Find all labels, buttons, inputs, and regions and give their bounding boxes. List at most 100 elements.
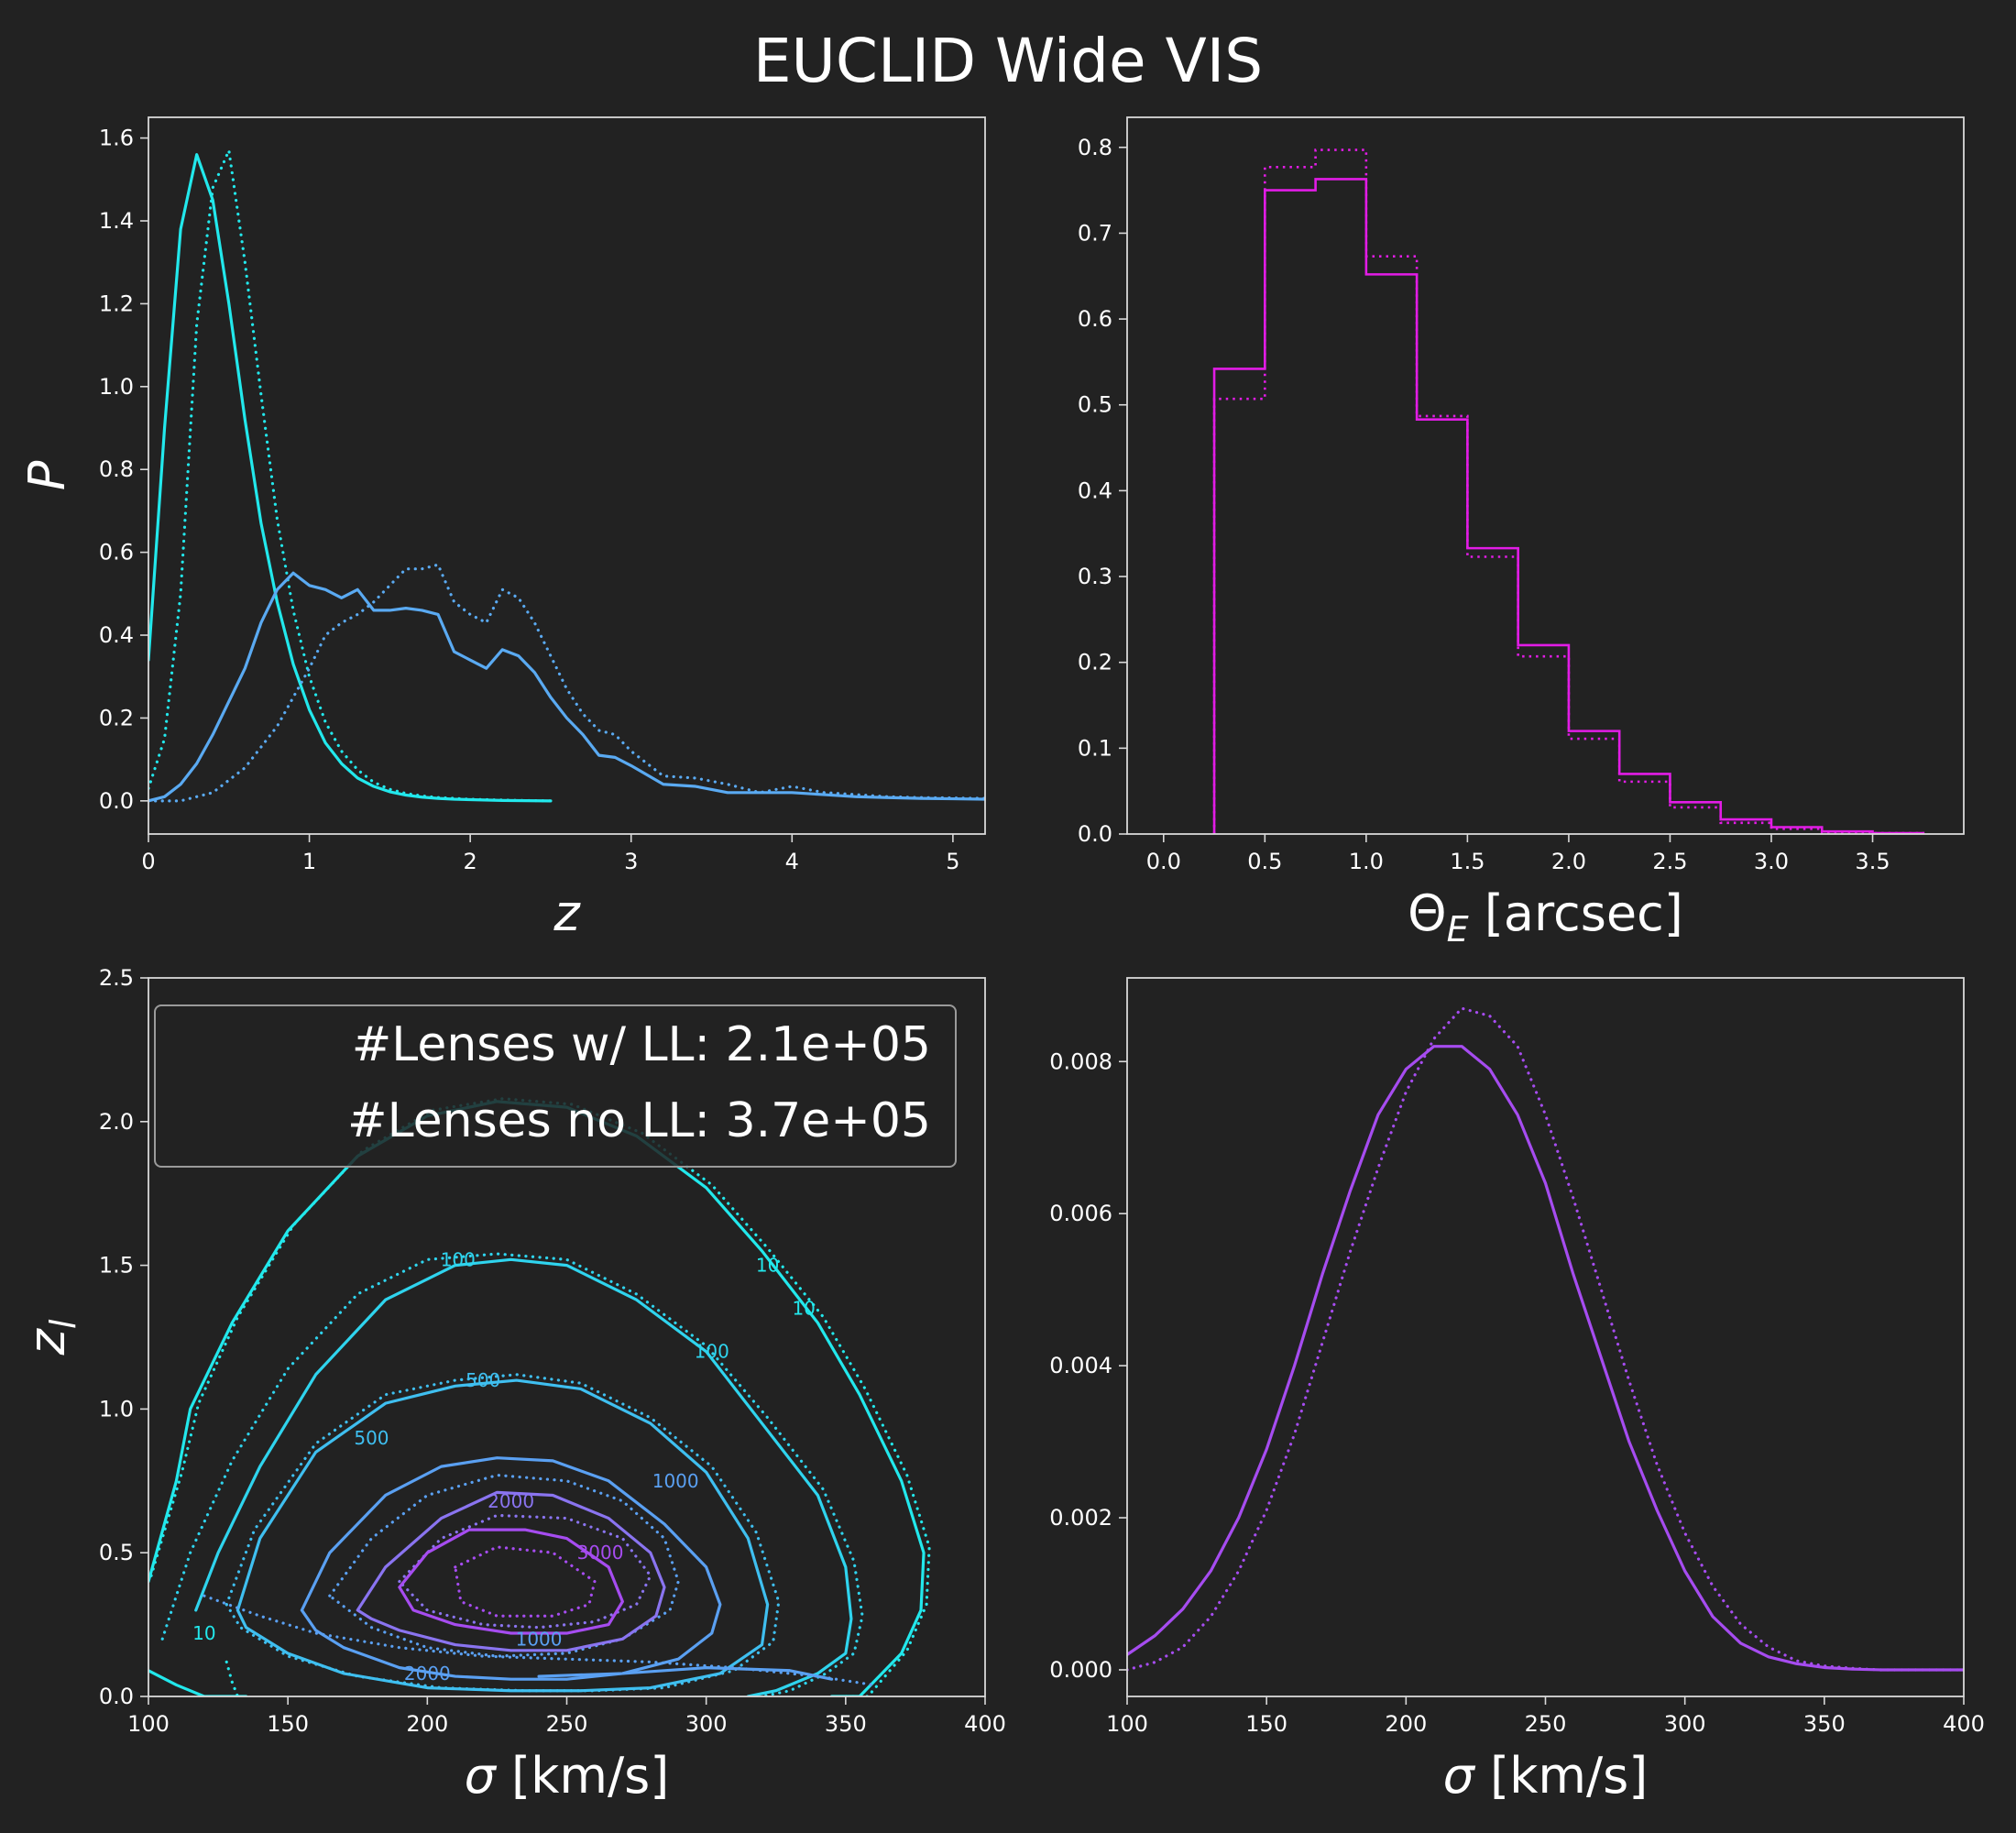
- y-tick-label: 0.6: [1078, 306, 1112, 332]
- y-tick-label: 1.0: [99, 1396, 134, 1421]
- contour-label: 1000: [652, 1470, 699, 1492]
- contour-3000-with-ll: [398, 1528, 624, 1635]
- y-tick-label: 0.4: [1078, 477, 1112, 503]
- data-layer: [148, 148, 985, 803]
- x-tick-label: 100: [127, 1711, 170, 1737]
- contour-label: 10: [192, 1622, 215, 1644]
- contour-label: 100: [695, 1341, 729, 1363]
- y-tick-label: 0.3: [1078, 564, 1112, 589]
- y-tick-label: 0.5: [1078, 392, 1112, 418]
- contour-2000-no-ll: [398, 1513, 652, 1630]
- legend-lenses-with-ll: #Lenses w/ LL: 2.1e+05: [351, 1017, 931, 1072]
- contour-1000-no-ll: [328, 1473, 680, 1658]
- y-tick-label: 1.4: [99, 208, 134, 234]
- x-tick-label: 400: [964, 1711, 1006, 1737]
- x-tick-label: 250: [546, 1711, 588, 1737]
- x-axis-label: ΘE [arcsec]: [1408, 884, 1683, 949]
- x-tick-label: 200: [1385, 1711, 1427, 1737]
- x-tick-label: 300: [1664, 1711, 1706, 1737]
- y-tick-label: 0.002: [1049, 1505, 1112, 1531]
- histogram-with-ll-step: [1212, 178, 1925, 834]
- y-tick-label: 2.5: [99, 965, 134, 991]
- y-tick-label: 1.2: [99, 291, 134, 316]
- legend-lenses-no-ll: #Lenses no LL: 3.7e+05: [347, 1093, 931, 1148]
- x-tick-label: 400: [1943, 1711, 1985, 1737]
- contour-label: 100: [441, 1248, 476, 1270]
- y-tick-label: 0.4: [99, 622, 134, 648]
- y-tick-label: 0.2: [1078, 650, 1112, 675]
- contour-10-no-ll: [149, 1097, 931, 1696]
- x-tick-label: 0.5: [1247, 849, 1282, 874]
- x-tick-label: 350: [825, 1711, 867, 1737]
- x-tick-label: 150: [1245, 1711, 1287, 1737]
- panel-sigma-z-contours: 100 150 200 250 300 350 400 0.0 0.5 1.0 1.5 2.0 2.5 1…: [18, 965, 1006, 1805]
- contour-500-with-ll: [236, 1378, 770, 1693]
- contour-100-with-ll: [194, 1257, 853, 1696]
- y-tick-label: 0.0: [1078, 821, 1112, 847]
- data-layer: [1212, 148, 1925, 834]
- y-tick-label: 0.6: [99, 540, 134, 565]
- y-tick-label: 1.6: [99, 126, 134, 151]
- x-tick-label: 350: [1803, 1711, 1846, 1737]
- panel-redshift-distribution: 0 1 2 3 4 5 0.0 0.2 0.4 0.6 0.8 1.0 1.2 1.4 1.6 z P: [18, 116, 986, 942]
- data-layer: [1127, 1006, 1964, 1672]
- contour-label: 10: [756, 1255, 779, 1277]
- y-tick-label: 0.2: [99, 705, 134, 730]
- x-tick-label: 250: [1525, 1711, 1567, 1737]
- axes-frame: [1126, 116, 1965, 835]
- contour-1000-with-ll: [300, 1456, 722, 1681]
- contour-label: 3000: [577, 1542, 624, 1564]
- contour-10-bottom-no-ll: [225, 1660, 239, 1696]
- contour-label: 2000: [488, 1490, 534, 1512]
- x-tick-label: 0.0: [1146, 849, 1181, 874]
- x-tick-label: 2.5: [1652, 849, 1687, 874]
- x-axis-label: z: [553, 884, 581, 942]
- x-tick-label: 2.0: [1551, 849, 1586, 874]
- y-tick-label: 0.004: [1049, 1353, 1112, 1378]
- y-tick-label: 1.0: [99, 374, 134, 400]
- contour-3000-no-ll: [454, 1545, 597, 1618]
- contour-label: 500: [354, 1427, 389, 1449]
- axes-frame: [1126, 977, 1965, 1697]
- curve-no-ll: [148, 563, 985, 803]
- x-tick-label: 3.5: [1855, 849, 1890, 874]
- curve-with-ll: [1127, 1045, 1964, 1672]
- y-tick-label: 2.0: [99, 1109, 134, 1135]
- curve-with-ll: [148, 571, 985, 803]
- data-layer: 10 10 10 100 100 500 500 1000 1000 2000 2000 3000: [148, 1097, 931, 1696]
- contour-10-with-ll: [148, 1100, 926, 1696]
- contour-label: 500: [466, 1369, 500, 1391]
- x-tick-label: 100: [1106, 1711, 1148, 1737]
- y-tick-label: 0.006: [1049, 1201, 1112, 1226]
- y-axis-label: P: [18, 460, 76, 490]
- y-tick-label: 0.5: [99, 1540, 134, 1565]
- contour-2000-lower-with-ll: [537, 1666, 834, 1681]
- y-axis-label: zl: [18, 1319, 83, 1356]
- y-tick-label: 0.1: [1078, 735, 1112, 761]
- y-tick-label: 0.8: [99, 456, 134, 482]
- x-tick-label: 5: [946, 849, 959, 874]
- contour-label: 1000: [516, 1628, 563, 1650]
- x-tick-label: 1.5: [1450, 849, 1485, 874]
- legend-box: #Lenses w/ LL: 2.1e+05 #Lenses no LL: 3.…: [154, 1004, 957, 1168]
- x-tick-label: 150: [267, 1711, 309, 1737]
- x-tick-label: 3: [624, 849, 638, 874]
- x-tick-label: 200: [406, 1711, 448, 1737]
- y-tick-label: 0.008: [1049, 1048, 1112, 1074]
- contour-label: 10: [792, 1298, 815, 1320]
- contour-10-lower-with-ll: [148, 1669, 248, 1696]
- x-tick-label: 300: [685, 1711, 728, 1737]
- y-tick-label: 0.0: [99, 1684, 134, 1709]
- panel-einstein-radius-histogram: 0.0 0.5 1.0 1.5 2.0 2.5 3.0 3.5 0.0 0.1 0.2 0.3 0.4 0…: [1078, 116, 1965, 949]
- curve-no-ll: [1127, 1006, 1964, 1672]
- y-tick-label: 0.000: [1049, 1657, 1112, 1683]
- panel-velocity-dispersion-distribution: 100 150 200 250 300 350 400 0.000 0.002 0.004 0.00…: [1049, 977, 1985, 1805]
- contour-label: 2000: [404, 1663, 451, 1685]
- curve-with-ll: [148, 153, 553, 803]
- x-axis-label: σ [km/s]: [465, 1747, 670, 1805]
- x-tick-label: 2: [464, 849, 477, 874]
- curve-no-ll: [148, 148, 553, 803]
- x-tick-label: 4: [785, 849, 799, 874]
- y-tick-label: 1.5: [99, 1253, 134, 1279]
